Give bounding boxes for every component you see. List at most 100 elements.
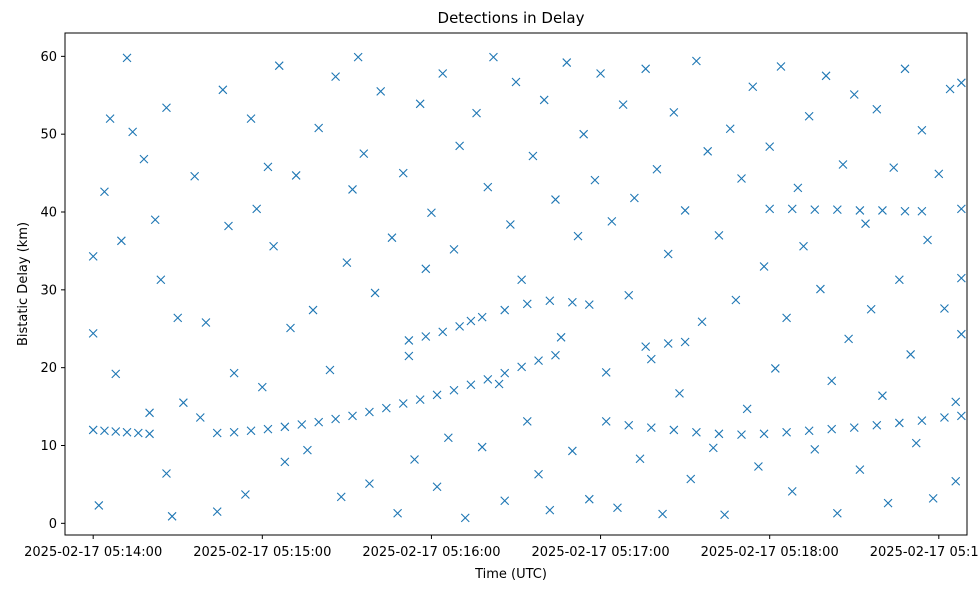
y-tick-label: 40 <box>40 206 57 221</box>
detection-point <box>286 323 295 333</box>
detection-point <box>398 399 408 408</box>
detection-point <box>923 235 932 245</box>
detection-point <box>804 111 814 121</box>
detection-point <box>742 404 752 414</box>
detection-point <box>483 374 493 384</box>
detection-point <box>128 127 138 137</box>
detection-point <box>692 427 701 437</box>
detection-point <box>827 376 837 386</box>
detection-point <box>167 511 177 521</box>
detection-point <box>528 151 538 161</box>
detection-point <box>297 420 307 429</box>
detection-point <box>629 193 639 203</box>
detection-point <box>162 469 171 478</box>
detection-point <box>680 337 690 347</box>
x-axis-ticks: 2025-02-17 05:14:00 2025-02-17 05:15:00 20… <box>24 535 979 560</box>
detection-point <box>928 494 938 503</box>
detection-point <box>545 505 555 515</box>
detection-point <box>714 230 724 240</box>
detection-point <box>511 77 521 87</box>
detection-point <box>387 233 397 243</box>
y-tick-label: 0 <box>49 517 57 532</box>
detection-point <box>336 492 346 502</box>
detection-point <box>810 444 820 454</box>
y-tick-label: 30 <box>40 283 57 298</box>
x-axis-label: Time (UTC) <box>474 567 547 582</box>
detection-point <box>911 438 921 448</box>
detection-point <box>224 221 233 231</box>
detection-point <box>754 462 763 471</box>
detection-point <box>714 429 724 439</box>
detection-point <box>173 313 183 323</box>
detection-point <box>415 395 425 404</box>
detection-point <box>365 479 374 489</box>
detection-point <box>855 465 865 475</box>
detection-point <box>878 391 887 401</box>
detection-point <box>269 241 278 251</box>
detection-point <box>280 422 290 432</box>
detection-point <box>522 299 532 309</box>
detection-point <box>246 426 256 436</box>
detection-point <box>303 445 312 455</box>
detection-point <box>731 295 741 305</box>
detection-point <box>365 407 374 417</box>
detection-point <box>940 304 949 313</box>
detection-point <box>348 411 357 421</box>
detection-point <box>703 146 713 156</box>
detection-point <box>314 417 324 427</box>
y-tick-label: 20 <box>40 361 57 376</box>
detection-point <box>663 339 673 348</box>
detection-point <box>940 413 949 422</box>
detection-point <box>951 397 961 407</box>
x-tick-label: 2025-02-17 05:14:00 <box>24 545 162 560</box>
detection-point <box>894 275 904 285</box>
detection-point <box>669 425 679 435</box>
detection-point <box>551 350 560 360</box>
detection-point <box>776 62 786 71</box>
detection-point <box>162 103 171 113</box>
detection-point <box>331 72 340 81</box>
detection-point <box>601 416 611 426</box>
x-tick-label: 2025-02-17 05:15:00 <box>193 545 331 560</box>
detection-point <box>500 496 510 506</box>
detection-point <box>229 368 239 378</box>
detection-point <box>770 364 780 373</box>
detection-point <box>567 446 577 456</box>
detection-point <box>945 84 955 94</box>
detection-point <box>88 251 98 261</box>
detection-point <box>793 183 803 193</box>
detection-point <box>122 53 132 63</box>
detection-point <box>308 305 318 315</box>
detection-point <box>280 457 290 467</box>
detection-point <box>861 219 870 229</box>
plot-area-frame <box>64 32 968 536</box>
detection-point <box>432 482 442 492</box>
detection-point <box>438 69 448 78</box>
detection-point <box>122 427 132 437</box>
scatter-markers <box>88 52 966 523</box>
detection-point <box>398 168 408 178</box>
detection-point <box>956 204 966 214</box>
y-tick-label: 50 <box>40 128 57 143</box>
detection-point <box>646 423 656 432</box>
detection-point <box>849 423 859 432</box>
detection-point <box>765 142 775 152</box>
detection-point <box>331 414 340 424</box>
detection-point <box>505 220 515 229</box>
detection-point <box>522 416 532 426</box>
detection-point <box>551 195 560 204</box>
detection-point <box>810 205 820 215</box>
detection-point <box>697 317 707 327</box>
x-tick-label: 2025-02-17 05:17:00 <box>532 545 670 560</box>
detection-point <box>438 327 448 337</box>
detection-point <box>393 508 403 518</box>
detection-point <box>111 427 121 436</box>
detection-point <box>432 390 442 400</box>
detection-point <box>466 316 476 326</box>
detection-point <box>455 141 465 151</box>
detection-point <box>88 329 98 338</box>
detection-point <box>291 171 301 180</box>
x-tick-label: 2025-02-17 05:19:00 <box>870 545 979 560</box>
detection-point <box>680 206 690 215</box>
